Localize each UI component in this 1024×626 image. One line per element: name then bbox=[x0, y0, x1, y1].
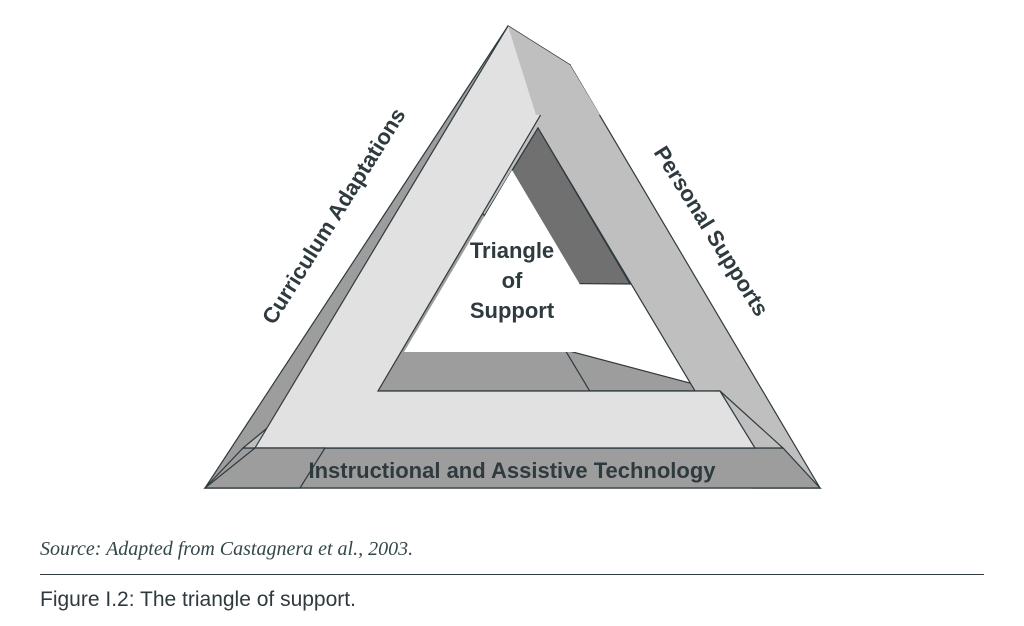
source-citation: Source: Adapted from Castagnera et al., … bbox=[40, 538, 413, 561]
figure-page: Triangle of Support Curriculum Adaptatio… bbox=[0, 0, 1024, 626]
bottom-side-label: Instructional and Assistive Technology bbox=[308, 458, 716, 483]
center-label-line1: Triangle bbox=[470, 238, 554, 263]
triangle-of-support-diagram: Triangle of Support Curriculum Adaptatio… bbox=[0, 0, 1024, 520]
figure-caption: Figure I.2: The triangle of support. bbox=[40, 588, 356, 612]
center-label-line2: of bbox=[502, 268, 523, 293]
penrose-triangle-svg: Triangle of Support Curriculum Adaptatio… bbox=[0, 0, 1024, 520]
center-label-line3: Support bbox=[470, 298, 555, 323]
horizontal-rule bbox=[40, 574, 984, 575]
